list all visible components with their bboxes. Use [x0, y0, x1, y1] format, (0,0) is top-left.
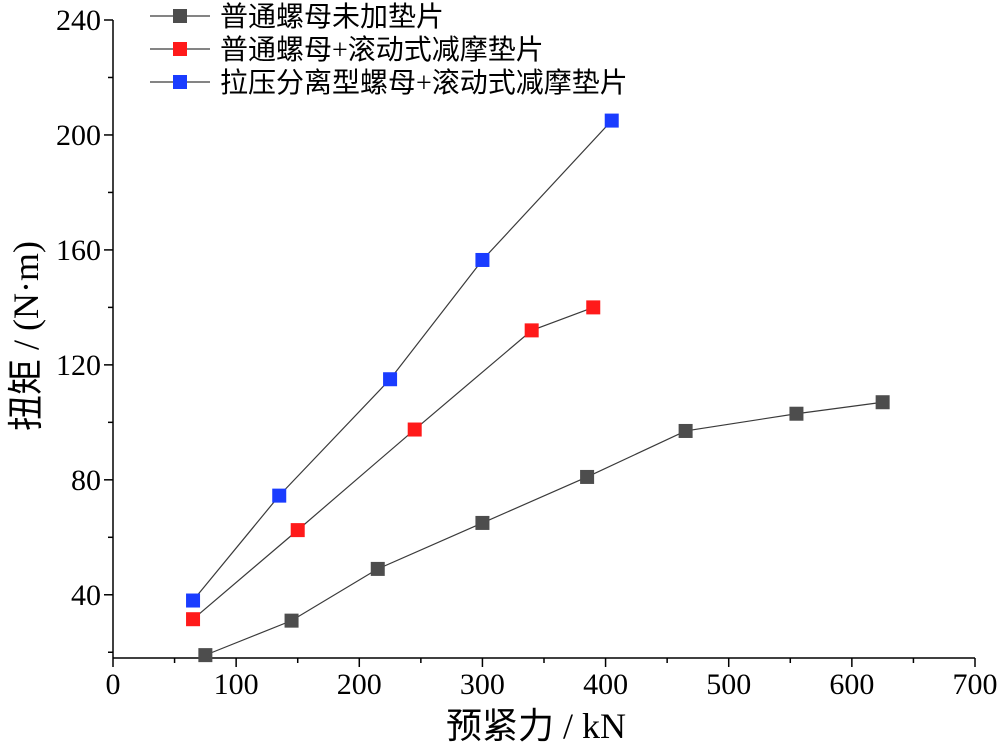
data-point — [604, 113, 619, 128]
y-tick-label: 240 — [56, 4, 101, 37]
data-point — [290, 523, 305, 538]
y-axis-title: 扭矩 / (N·m) — [6, 241, 46, 431]
y-tick-label: 40 — [71, 579, 101, 612]
data-point — [186, 593, 201, 608]
y-tick-label: 200 — [56, 119, 101, 152]
data-point — [580, 469, 595, 484]
data-point — [383, 372, 398, 387]
legend-marker — [173, 9, 187, 23]
series-line — [205, 401, 883, 656]
data-point — [678, 423, 693, 438]
data-point — [370, 561, 385, 576]
series-2 — [186, 300, 601, 627]
y-axis: 40 80 120 160 200 240 — [56, 4, 113, 654]
series-3 — [186, 113, 619, 608]
legend-marker — [173, 42, 187, 56]
legend-item: 拉压分离型螺母+滚动式减摩垫片 — [150, 67, 628, 99]
data-point — [284, 613, 299, 628]
data-point — [586, 300, 601, 315]
series-1 — [198, 395, 890, 663]
data-point — [475, 252, 490, 267]
y-tick-label: 160 — [56, 234, 101, 267]
data-point — [875, 395, 890, 410]
x-axis-title: 预紧力 / kN — [446, 706, 626, 746]
x-tick-label: 400 — [583, 668, 628, 701]
x-axis: 0 100 200 300 400 500 600 700 — [106, 658, 998, 701]
legend-item: 普通螺母未加垫片 — [150, 1, 444, 33]
x-tick-label: 100 — [214, 668, 259, 701]
data-point — [789, 406, 804, 421]
x-tick-label: 500 — [706, 668, 751, 701]
x-tick-label: 200 — [337, 668, 382, 701]
series-line — [192, 306, 594, 620]
legend-label: 普通螺母未加垫片 — [220, 1, 444, 33]
x-tick-label: 300 — [460, 668, 505, 701]
legend-label: 普通螺母+滚动式减摩垫片 — [220, 34, 544, 66]
data-point — [475, 515, 490, 530]
data-point — [186, 612, 201, 627]
legend-item: 普通螺母+滚动式减摩垫片 — [150, 34, 544, 66]
legend-marker — [173, 75, 187, 89]
x-tick-label: 600 — [829, 668, 874, 701]
y-tick-label: 120 — [56, 349, 101, 382]
data-point — [407, 422, 422, 437]
y-tick-label: 80 — [71, 464, 101, 497]
x-tick-label: 700 — [953, 668, 998, 701]
data-point — [272, 488, 287, 503]
series-layer — [186, 113, 890, 663]
data-point — [198, 648, 213, 663]
series-line — [192, 120, 613, 601]
plot-frame — [112, 20, 975, 659]
legend-label: 拉压分离型螺母+滚动式减摩垫片 — [220, 67, 628, 99]
x-tick-label: 0 — [106, 668, 121, 701]
data-point — [524, 323, 539, 338]
